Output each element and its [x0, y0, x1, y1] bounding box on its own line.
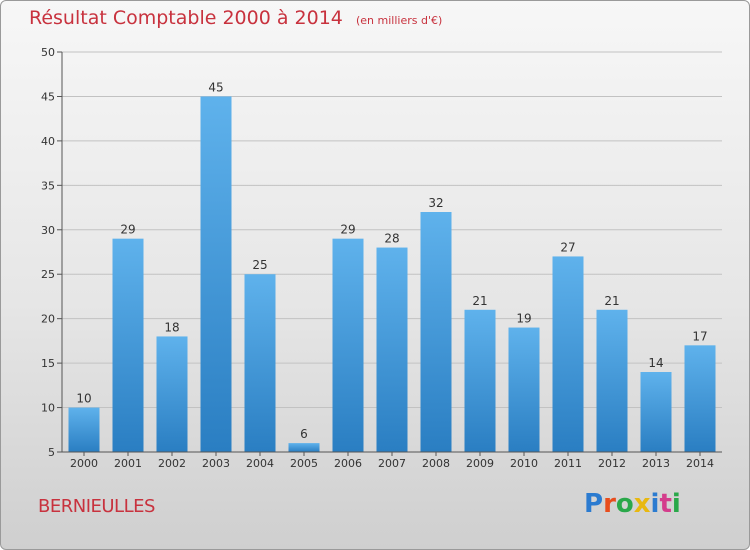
- bar-2001: [112, 238, 144, 452]
- x-tick-label: 2004: [246, 457, 274, 470]
- x-tick-label: 2001: [114, 457, 142, 470]
- value-label: 25: [252, 258, 267, 272]
- bar-2010: [508, 327, 540, 452]
- bar-2006: [332, 238, 364, 452]
- x-tick-label: 2000: [70, 457, 98, 470]
- logo-letter: r: [603, 489, 616, 519]
- value-label: 19: [516, 312, 531, 326]
- bar-2009: [464, 309, 496, 452]
- x-tick-label: 2007: [378, 457, 406, 470]
- bars: [68, 96, 716, 452]
- value-label: 18: [164, 320, 179, 334]
- y-tick-label: 5: [48, 446, 55, 459]
- bar-2012: [596, 309, 628, 452]
- logo-letter: o: [615, 489, 634, 519]
- value-label: 10: [76, 392, 91, 406]
- proxiti-logo[interactable]: Proxiti: [584, 489, 681, 519]
- x-tick-label: 2010: [510, 457, 538, 470]
- value-label: 17: [692, 329, 707, 343]
- x-tick-label: 2006: [334, 457, 362, 470]
- y-tick-label: 25: [41, 268, 55, 281]
- y-tick-label: 20: [41, 313, 55, 326]
- value-label: 29: [120, 223, 135, 237]
- value-label: 32: [428, 196, 443, 210]
- bar-2014: [684, 345, 716, 452]
- y-tick-label: 30: [41, 224, 55, 237]
- bar-2008: [420, 212, 452, 452]
- y-tick-label: 40: [41, 135, 55, 148]
- value-label: 45: [208, 80, 223, 94]
- chart-title: Résultat Comptable 2000 à 2014: [29, 7, 343, 29]
- x-tick-label: 2008: [422, 457, 450, 470]
- bar-2005: [288, 443, 320, 452]
- commune-name: BERNIEULLES: [38, 496, 155, 517]
- logo-letter: t: [659, 489, 672, 519]
- logo-letter: i: [650, 489, 660, 519]
- bar-2000: [68, 407, 100, 452]
- labels: 5 10 15 20 25 30 35 40 45 50 10 2000 29 2001 18 2002 45 2…: [41, 46, 714, 470]
- value-label: 6: [300, 427, 308, 441]
- chart-title-block: Résultat Comptable 2000 à 2014 (en milli…: [29, 7, 442, 29]
- x-tick-label: 2002: [158, 457, 186, 470]
- value-label: 21: [472, 294, 487, 308]
- x-tick-label: 2014: [686, 457, 714, 470]
- logo-letter: P: [584, 489, 604, 519]
- y-tick-label: 50: [41, 46, 55, 59]
- value-label: 28: [384, 232, 399, 246]
- chart-subtitle: (en milliers d'€): [355, 14, 443, 27]
- x-tick-label: 2003: [202, 457, 230, 470]
- x-tick-label: 2009: [466, 457, 494, 470]
- value-label: 27: [560, 240, 575, 254]
- bar-2003: [200, 96, 232, 452]
- x-tick-label: 2005: [290, 457, 318, 470]
- x-tick-label: 2012: [598, 457, 626, 470]
- bar-2004: [244, 274, 276, 452]
- bar-2002: [156, 336, 188, 452]
- logo-letter: i: [671, 489, 681, 519]
- bar-2013: [640, 372, 672, 452]
- bar-2007: [376, 247, 408, 452]
- y-tick-label: 15: [41, 357, 55, 370]
- logo-letter: x: [633, 489, 651, 519]
- y-tick-label: 10: [41, 402, 55, 415]
- axes: [57, 51, 722, 456]
- bar-2011: [552, 256, 584, 452]
- value-label: 29: [340, 223, 355, 237]
- x-tick-label: 2013: [642, 457, 670, 470]
- value-label: 14: [648, 356, 663, 370]
- y-tick-label: 35: [41, 179, 55, 192]
- x-tick-label: 2011: [554, 457, 582, 470]
- value-label: 21: [604, 294, 619, 308]
- y-tick-label: 45: [41, 90, 55, 103]
